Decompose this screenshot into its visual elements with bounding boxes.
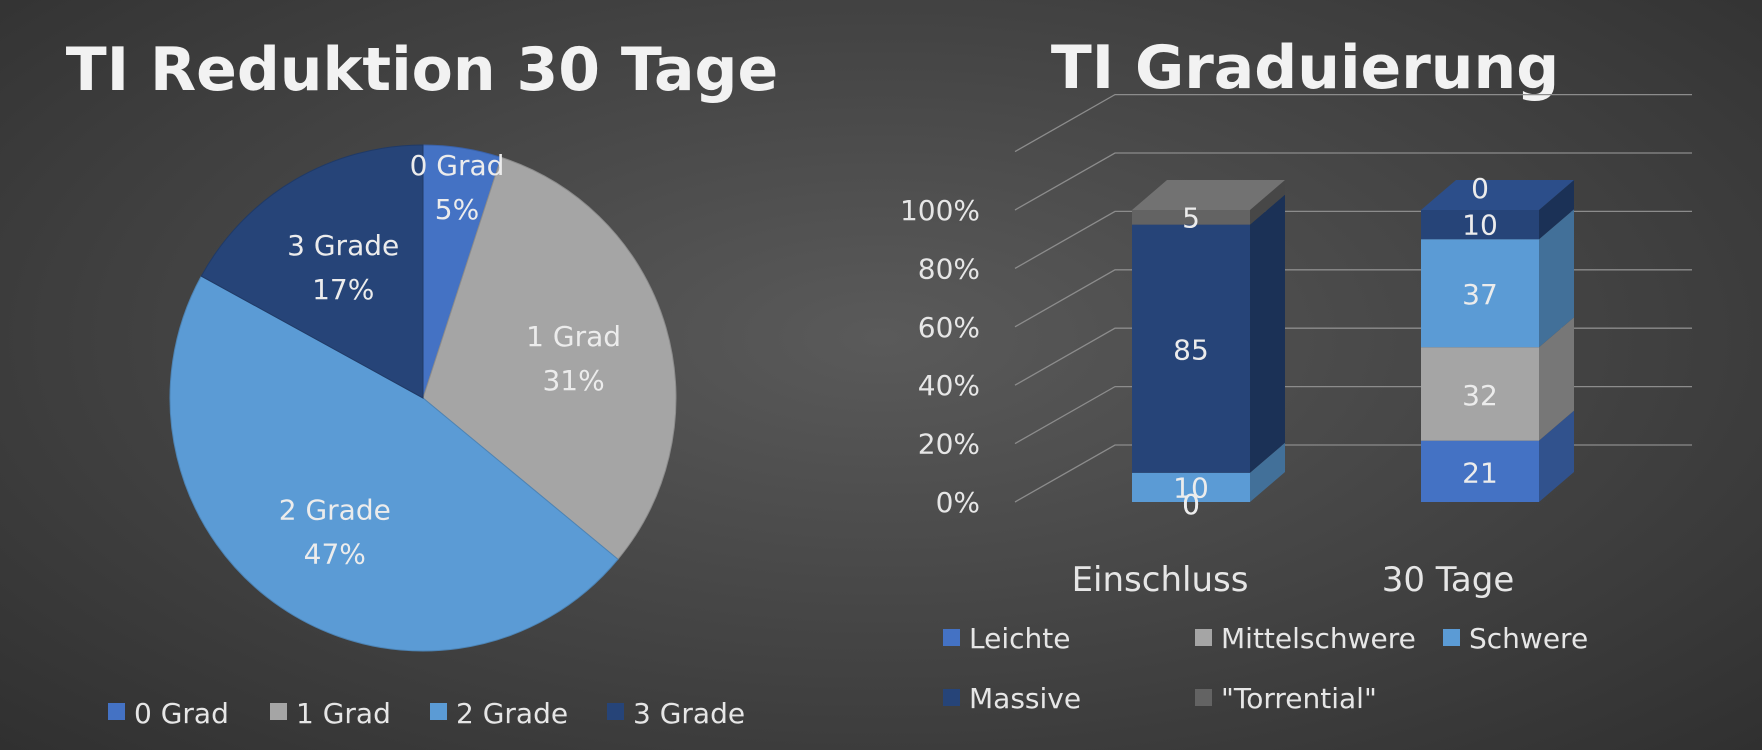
bar-label-30-tage-massive: 10 [1462, 209, 1498, 242]
bar-label-einschluss-schwere: 10 [1173, 471, 1209, 504]
gridline-20 [1014, 385, 1692, 445]
pie-chart-title: TI Reduktion 30 Tage [66, 35, 778, 105]
pie-legend-swatch-3-grade [607, 703, 624, 720]
bar-einschluss-schwere-side [1250, 442, 1285, 502]
bar-label-30-tage-schwere: 37 [1462, 278, 1498, 311]
bar-chart-walls [1014, 93, 1692, 503]
bar-legend-swatch-massive [943, 689, 960, 706]
y-tick-40: 40% [918, 369, 980, 402]
bar-einschluss-schwere-front [1132, 472, 1250, 502]
bar-30-tage-massive-side [1539, 180, 1574, 240]
pie-legend-swatch-2-grade [430, 703, 447, 720]
gridline-60 [1014, 269, 1692, 328]
pie-label-percent-3-grade: 17% [312, 273, 374, 306]
bar-einschluss-massive-side [1250, 194, 1285, 473]
bar-30-tage-leichte-side [1539, 410, 1574, 502]
gridline-0 [1014, 444, 1692, 503]
bar-label-einschluss-massive: 85 [1173, 334, 1209, 367]
bar-30-tage-schwere-side [1539, 209, 1574, 348]
pie-legend-label-3-grade: 3 Grade [633, 697, 745, 730]
pie-label-category-2-grade: 2 Grade [279, 494, 391, 527]
y-tick-20: 20% [918, 428, 980, 461]
bar-stacks [1132, 180, 1574, 502]
x-category-30-tage: 30 Tage [1382, 560, 1515, 600]
bar-30-tage-top [1421, 180, 1574, 210]
pie-labels: 0 Grad 5% 1 Grad 31% 2 Grade 47% 3 Grade 17% [279, 149, 621, 571]
bar-label-einschluss-mittelschwere: 0 [1182, 488, 1200, 521]
bar-30-tage-mittelschwere-side [1539, 317, 1574, 441]
bar-label-30-tage-leichte: 21 [1462, 456, 1498, 489]
pie-legend-label-1-grad: 1 Grad [296, 697, 391, 730]
pie-legend-swatch-1-grad [270, 703, 287, 720]
y-tick-100: 100% [900, 194, 980, 227]
bar-einschluss-massive-front [1132, 224, 1250, 473]
pie-slice-2-grade [169, 275, 619, 652]
gridline-top [1014, 93, 1692, 153]
bar-einschluss-top [1132, 180, 1285, 210]
pie-label-percent-1-grad: 31% [542, 364, 604, 397]
stacked-3d-bar-chart: TI Graduierung 0%20%40%60%80%100% 001085… [900, 33, 1692, 715]
y-tick-60: 60% [918, 311, 980, 344]
y-tick-0: 0% [936, 486, 980, 519]
pie-label-category-1-grad: 1 Grad [526, 320, 621, 353]
bar-chart-title: TI Graduierung [1051, 33, 1559, 103]
bar-einschluss-torrential-side [1250, 180, 1285, 225]
pie-slices [169, 144, 677, 652]
bar-legend: Leichte Mittelschwere Schwere Massive "Torre… [943, 622, 1588, 715]
pie-legend-label-0-grad: 0 Grad [134, 697, 229, 730]
bar-legend-swatch-mittelschwere [1195, 629, 1212, 646]
bar-legend-label-leichte: Leichte [969, 622, 1070, 655]
pie-slice-1-grad [422, 156, 677, 560]
bar-legend-swatch-torrential [1195, 689, 1212, 706]
bar-label-einschluss-leichte: 0 [1182, 488, 1200, 521]
bar-legend-swatch-schwere [1443, 629, 1460, 646]
bar-30-tage-massive-front [1421, 210, 1539, 240]
y-tick-80: 80% [918, 252, 980, 285]
bar-einschluss-torrential-front [1132, 210, 1250, 225]
pie-legend: 0 Grad 1 Grad 2 Grade 3 Grade [108, 697, 745, 730]
x-category-einschluss: Einschluss [1072, 560, 1249, 600]
bar-30-tage-schwere-front [1421, 239, 1539, 348]
x-axis-categories: Einschluss 30 Tage [1072, 560, 1515, 600]
gridline-80 [1014, 210, 1692, 269]
gridline-100 [1014, 152, 1692, 211]
bar-label-30-tage-mittelschwere: 32 [1462, 379, 1498, 412]
pie-legend-swatch-0-grad [108, 703, 125, 720]
bar-label-einschluss-torrential: 5 [1182, 201, 1200, 234]
y-axis-ticks: 0% 20% 40% 60% 80% 100% [900, 194, 980, 519]
pie-label-percent-0-grad: 5% [435, 193, 479, 226]
bar-30-tage-mittelschwere-front [1421, 347, 1539, 441]
bar-legend-label-schwere: Schwere [1469, 622, 1588, 655]
pie-label-category-3-grade: 3 Grade [287, 229, 399, 262]
gridline-40 [1014, 327, 1692, 386]
pie-label-category-0-grad: 0 Grad [410, 149, 505, 182]
bar-legend-label-torrential: "Torrential" [1221, 682, 1377, 715]
pie-legend-label-2-grade: 2 Grade [456, 697, 568, 730]
pie-label-percent-2-grade: 47% [304, 538, 366, 571]
pie-slice-3-grade [200, 144, 424, 399]
bar-30-tage-leichte-front [1421, 440, 1539, 502]
pie-chart: TI Reduktion 30 Tage 0 Grad 5% 1 Grad 31% 2 … [66, 35, 778, 730]
bar-label-30-tage-torrential: 0 [1471, 172, 1489, 205]
bar-legend-label-massive: Massive [969, 682, 1081, 715]
bar-legend-label-mittelschwere: Mittelschwere [1221, 622, 1416, 655]
bar-legend-swatch-leichte [943, 629, 960, 646]
